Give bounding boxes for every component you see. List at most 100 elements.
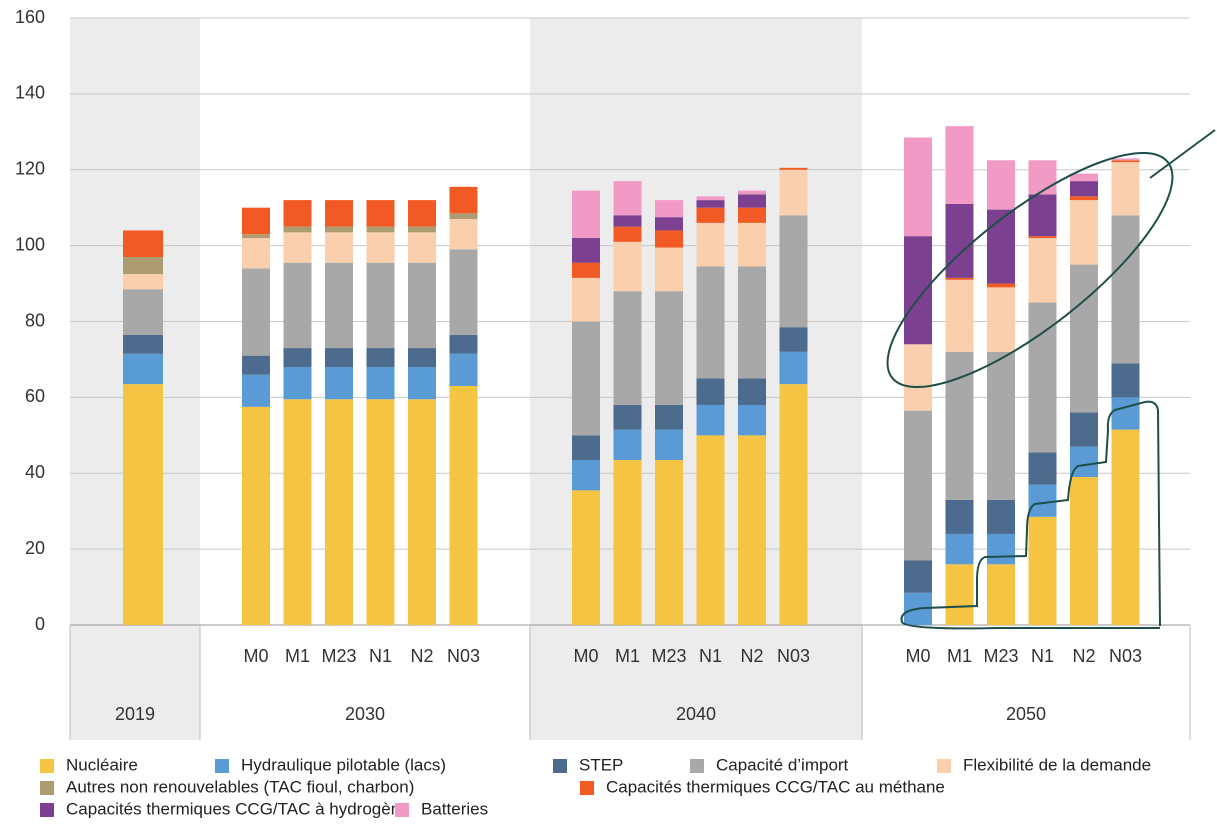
legend-label: Nucléaire (66, 755, 138, 774)
x-tick-label: N1 (699, 646, 722, 666)
bar-segment (449, 186, 478, 214)
legend-label: Flexibilité de la demande (963, 755, 1151, 774)
bar-segment (242, 374, 270, 407)
bar-segment (655, 404, 683, 430)
y-tick-label: 20 (25, 538, 45, 558)
bar-segment (987, 533, 1015, 565)
bar-segment (1111, 215, 1140, 364)
x-tick-label: N03 (447, 646, 480, 666)
group-label: 2030 (345, 704, 385, 724)
bar-segment (655, 217, 683, 231)
bar-segment (904, 560, 932, 593)
legend-label: Capacités thermiques CCG/TAC au méthane (606, 777, 945, 796)
x-tick-label: M0 (573, 646, 598, 666)
bar-segment (283, 367, 312, 400)
bar-segment (1070, 412, 1098, 447)
bar-segment (1028, 302, 1057, 453)
bar-segment (242, 207, 270, 235)
legend-label: Batteries (421, 799, 488, 818)
bar-segment (123, 384, 163, 625)
x-tick-label: N03 (1109, 646, 1142, 666)
bar-segment (123, 257, 163, 275)
bar-segment (408, 262, 436, 349)
bar-segment (572, 490, 600, 625)
bar-segment (696, 200, 725, 208)
bar-segment (945, 279, 974, 352)
bar-segment (987, 351, 1015, 500)
legend-label: Autres non renouvelables (TAC fioul, cha… (66, 777, 414, 796)
bar-segment (738, 207, 766, 223)
annotation-line (1149, 129, 1216, 179)
bar-segment (449, 249, 478, 335)
x-tick-label: N1 (1031, 646, 1054, 666)
bar-segment (408, 367, 436, 400)
bar-segment (904, 344, 932, 411)
bar-segment (1028, 238, 1057, 303)
bar-segment (366, 367, 395, 400)
y-tick-label: 160 (15, 7, 45, 27)
bar-segment (325, 262, 353, 349)
bar-segment (696, 196, 725, 201)
bar-segment (904, 236, 932, 345)
y-tick-label: 80 (25, 310, 45, 330)
bar-segment (738, 404, 766, 436)
x-tick-label: M0 (905, 646, 930, 666)
bar-segment (738, 266, 766, 379)
legend-swatch (553, 759, 567, 773)
x-tick-label: N2 (740, 646, 763, 666)
bar-segment (945, 351, 974, 500)
bar-segment (655, 200, 683, 218)
bar-segment (242, 238, 270, 269)
legend: Nucléaire Hydraulique pilotable (lacs) STE… (40, 755, 1151, 818)
bar-segment (366, 200, 395, 227)
bar-segment (904, 137, 932, 237)
bar-segment (613, 459, 642, 625)
legend-swatch (215, 759, 229, 773)
x-tick-label: M1 (615, 646, 640, 666)
bar-segment (123, 334, 163, 354)
bar-segment (408, 226, 436, 233)
bar-segment (572, 435, 600, 460)
bar-segment (945, 203, 974, 278)
bar-segment (738, 190, 766, 195)
bar-segment (696, 404, 725, 436)
bar-segment (1070, 173, 1098, 182)
bar-segment (242, 355, 270, 375)
bar-segment (123, 289, 163, 335)
bar-segment (696, 207, 725, 223)
bar-segment (987, 287, 1015, 352)
bar-segment (449, 334, 478, 354)
x-tick-label: N2 (1072, 646, 1095, 666)
bar-segment (987, 160, 1015, 210)
bar-segment (1111, 160, 1140, 163)
y-tick-label: 60 (25, 386, 45, 406)
bar-segment (1070, 196, 1098, 201)
bar-segment (738, 222, 766, 267)
bar-segment (613, 404, 642, 430)
bar-segment (945, 499, 974, 534)
bar-segment (696, 435, 725, 625)
bar-segment (779, 215, 808, 328)
bar-segment (696, 378, 725, 405)
bar-segment (613, 181, 642, 216)
annotation-bracket (900, 400, 1161, 630)
bar-segment (613, 215, 642, 227)
bar-segment (449, 385, 478, 625)
bar-segment (283, 232, 312, 263)
bar-segment (1028, 452, 1057, 485)
bar-segment (613, 429, 642, 460)
bar-segment (325, 367, 353, 400)
legend-label: Hydraulique pilotable (lacs) (241, 755, 446, 774)
bar-segment (696, 222, 725, 267)
bar-segment (945, 533, 974, 565)
y-tick-label: 0 (35, 614, 45, 634)
bar-segment (1070, 446, 1098, 478)
bar-segment (987, 499, 1015, 534)
bar-segment (945, 277, 974, 280)
legend-label: STEP (579, 755, 623, 774)
bar-segment (1111, 397, 1140, 430)
bar-segment (325, 232, 353, 263)
bar-segment (655, 291, 683, 405)
bar-segment (779, 351, 808, 385)
bar-segment (449, 213, 478, 220)
